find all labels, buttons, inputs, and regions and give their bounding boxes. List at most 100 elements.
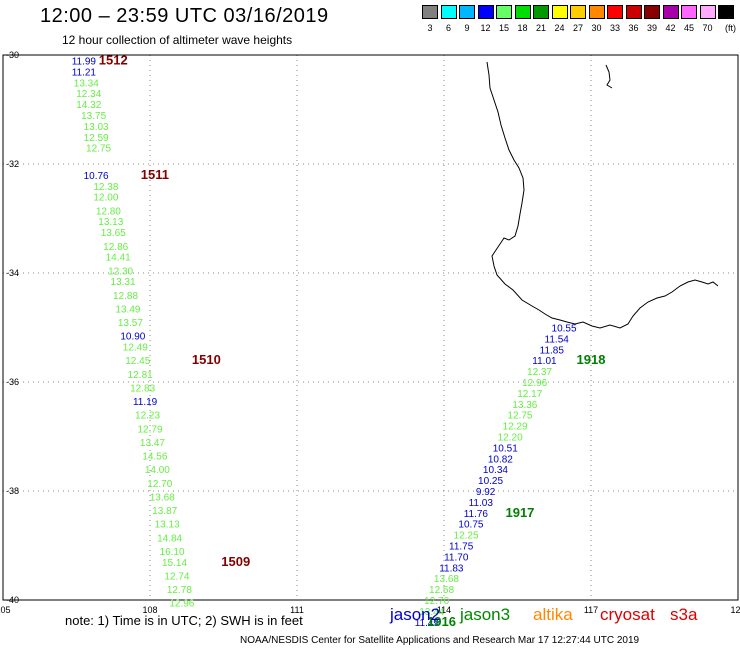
wave-height-value: 12.58: [429, 585, 454, 596]
wave-height-value: 10.51: [493, 443, 518, 454]
wave-height-value: 14.00: [145, 465, 170, 476]
legend-swatch: [644, 5, 660, 19]
wave-height-value: 12.59: [84, 133, 109, 144]
lon-tick-label: 105: [0, 605, 11, 615]
legend-label: 42: [665, 23, 676, 33]
wave-height-value: 11.54: [545, 334, 570, 345]
wave-height-value: 12.38: [93, 182, 118, 193]
wave-height-value: 15.14: [162, 558, 187, 569]
wave-height-value: 13.34: [74, 78, 99, 89]
legend-label: 15: [498, 23, 510, 33]
lat-tick-label: -34: [6, 268, 19, 278]
wave-height-value: 10.90: [120, 332, 145, 343]
pass-number-label: 1509: [221, 554, 250, 569]
wave-height-value: 11.01: [532, 356, 557, 367]
pass-number-label: 1511: [141, 167, 169, 182]
wave-height-value: 11.76: [464, 509, 489, 520]
legend-swatch: [662, 5, 679, 19]
legend-swatch: [681, 5, 697, 19]
legend-label: 33: [609, 23, 621, 33]
satellite-legend-jason3: jason3: [460, 605, 511, 624]
wave-height-value: 12.86: [103, 242, 128, 253]
wave-height-value: 10.82: [488, 454, 513, 465]
wave-height-value: 13.68: [434, 574, 459, 585]
pass-number-label: 1917: [505, 505, 534, 520]
wave-height-value: 16.10: [160, 547, 185, 558]
wave-height-value: 12.20: [498, 433, 523, 444]
wave-height-value: 12.96: [522, 378, 547, 389]
legend-swatch: [588, 5, 605, 19]
pass-number-label: 1918: [577, 352, 606, 367]
legend-label: 21: [535, 23, 547, 33]
wave-height-value: 14.84: [157, 533, 182, 544]
satellite-legend-s3a: s3a: [670, 605, 698, 624]
wave-height-value: 11.21: [72, 67, 97, 78]
wave-height-value: 13.03: [84, 122, 109, 133]
legend-label: 45: [683, 23, 695, 33]
satellite-legend-altika: altika: [533, 605, 573, 624]
wave-height-value: 11.85: [540, 345, 565, 356]
wave-height-value: 13.57: [118, 318, 143, 329]
wave-height-value: 12.80: [96, 206, 121, 217]
wave-height-value: 12.70: [424, 596, 449, 607]
wave-height-value: 13.13: [155, 520, 180, 531]
wave-height-value: 13.75: [81, 111, 106, 122]
lon-tick-label: 120: [730, 605, 740, 615]
satellite-legend-jason2: jason2: [390, 605, 441, 624]
credit-line: NOAA/NESDIS Center for Satellite Applica…: [240, 635, 640, 646]
wave-height-value: 12.70: [147, 479, 172, 490]
wave-height-value: 12.83: [130, 383, 155, 394]
wave-height-value: 10.76: [84, 171, 109, 182]
wave-height-value: 12.45: [125, 356, 150, 367]
legend-label: 36: [628, 23, 639, 33]
wave-height-value: 14.32: [76, 100, 101, 111]
wave-height-value: 11.19: [133, 397, 158, 408]
wave-height-value: 11.99: [72, 56, 97, 67]
pass-number-label: 1916: [427, 614, 456, 629]
wave-height-value: 10.34: [483, 465, 508, 476]
legend-swatch: [718, 5, 734, 19]
lat-lon-grid: [3, 55, 738, 600]
wave-height-value: 13.36: [512, 400, 537, 411]
legend-label: 9: [464, 23, 470, 33]
axis-tick-labels: 105 108 111 114 117 120 -30 -32 -34 -36 -38 -40: [0, 50, 740, 615]
legend-label: 24: [554, 23, 565, 33]
wave-height-value: 12.34: [76, 89, 101, 100]
legend-label: 18: [517, 23, 528, 33]
legend-swatch: [551, 5, 568, 19]
wave-height-value: 12.00: [93, 193, 118, 204]
wave-height-value: 13.13: [98, 217, 123, 228]
wave-height-value: 10.75: [458, 520, 483, 531]
wave-height-value: 9.92: [476, 487, 496, 498]
legend-swatch: [459, 5, 475, 19]
wave-height-value: 13.87: [152, 506, 177, 517]
wave-height-value: 12.88: [113, 291, 138, 302]
wave-height-value: 10.55: [552, 324, 577, 335]
legend-label: 39: [646, 23, 658, 33]
legend-swatch: [514, 5, 531, 19]
pass-number-label: 1512: [99, 52, 128, 67]
legend-label: 27: [572, 23, 584, 33]
wave-height-value: 12.74: [164, 571, 189, 582]
wave-height-value: 14.56: [142, 452, 167, 463]
legend-swatch: [422, 5, 438, 19]
lon-tick-label: 111: [290, 605, 304, 615]
lon-tick-label: 117: [584, 605, 598, 615]
legend-swatch: [477, 5, 494, 19]
legend-label: 70: [702, 23, 713, 33]
satellite-tracks: 11.9911.2113.3412.3414.3213.7513.0312.59…: [72, 52, 606, 628]
wave-height-value: 11.03: [469, 498, 494, 509]
legend-unit: (ft): [725, 23, 736, 33]
wave-height-value: 12.78: [167, 585, 192, 596]
legend-label: 30: [591, 23, 602, 33]
wave-height-value: 12.79: [137, 424, 162, 435]
wave-height-value: 12.75: [507, 411, 532, 422]
wave-height-value: 12.75: [86, 144, 111, 155]
legend-swatch: [570, 5, 586, 19]
wave-height-value: 12.37: [527, 367, 552, 378]
map-frame: [2, 54, 739, 601]
wave-height-value: 12.49: [123, 343, 148, 354]
wave-height-value: 12.96: [169, 599, 194, 610]
legend-swatch: [607, 5, 623, 19]
